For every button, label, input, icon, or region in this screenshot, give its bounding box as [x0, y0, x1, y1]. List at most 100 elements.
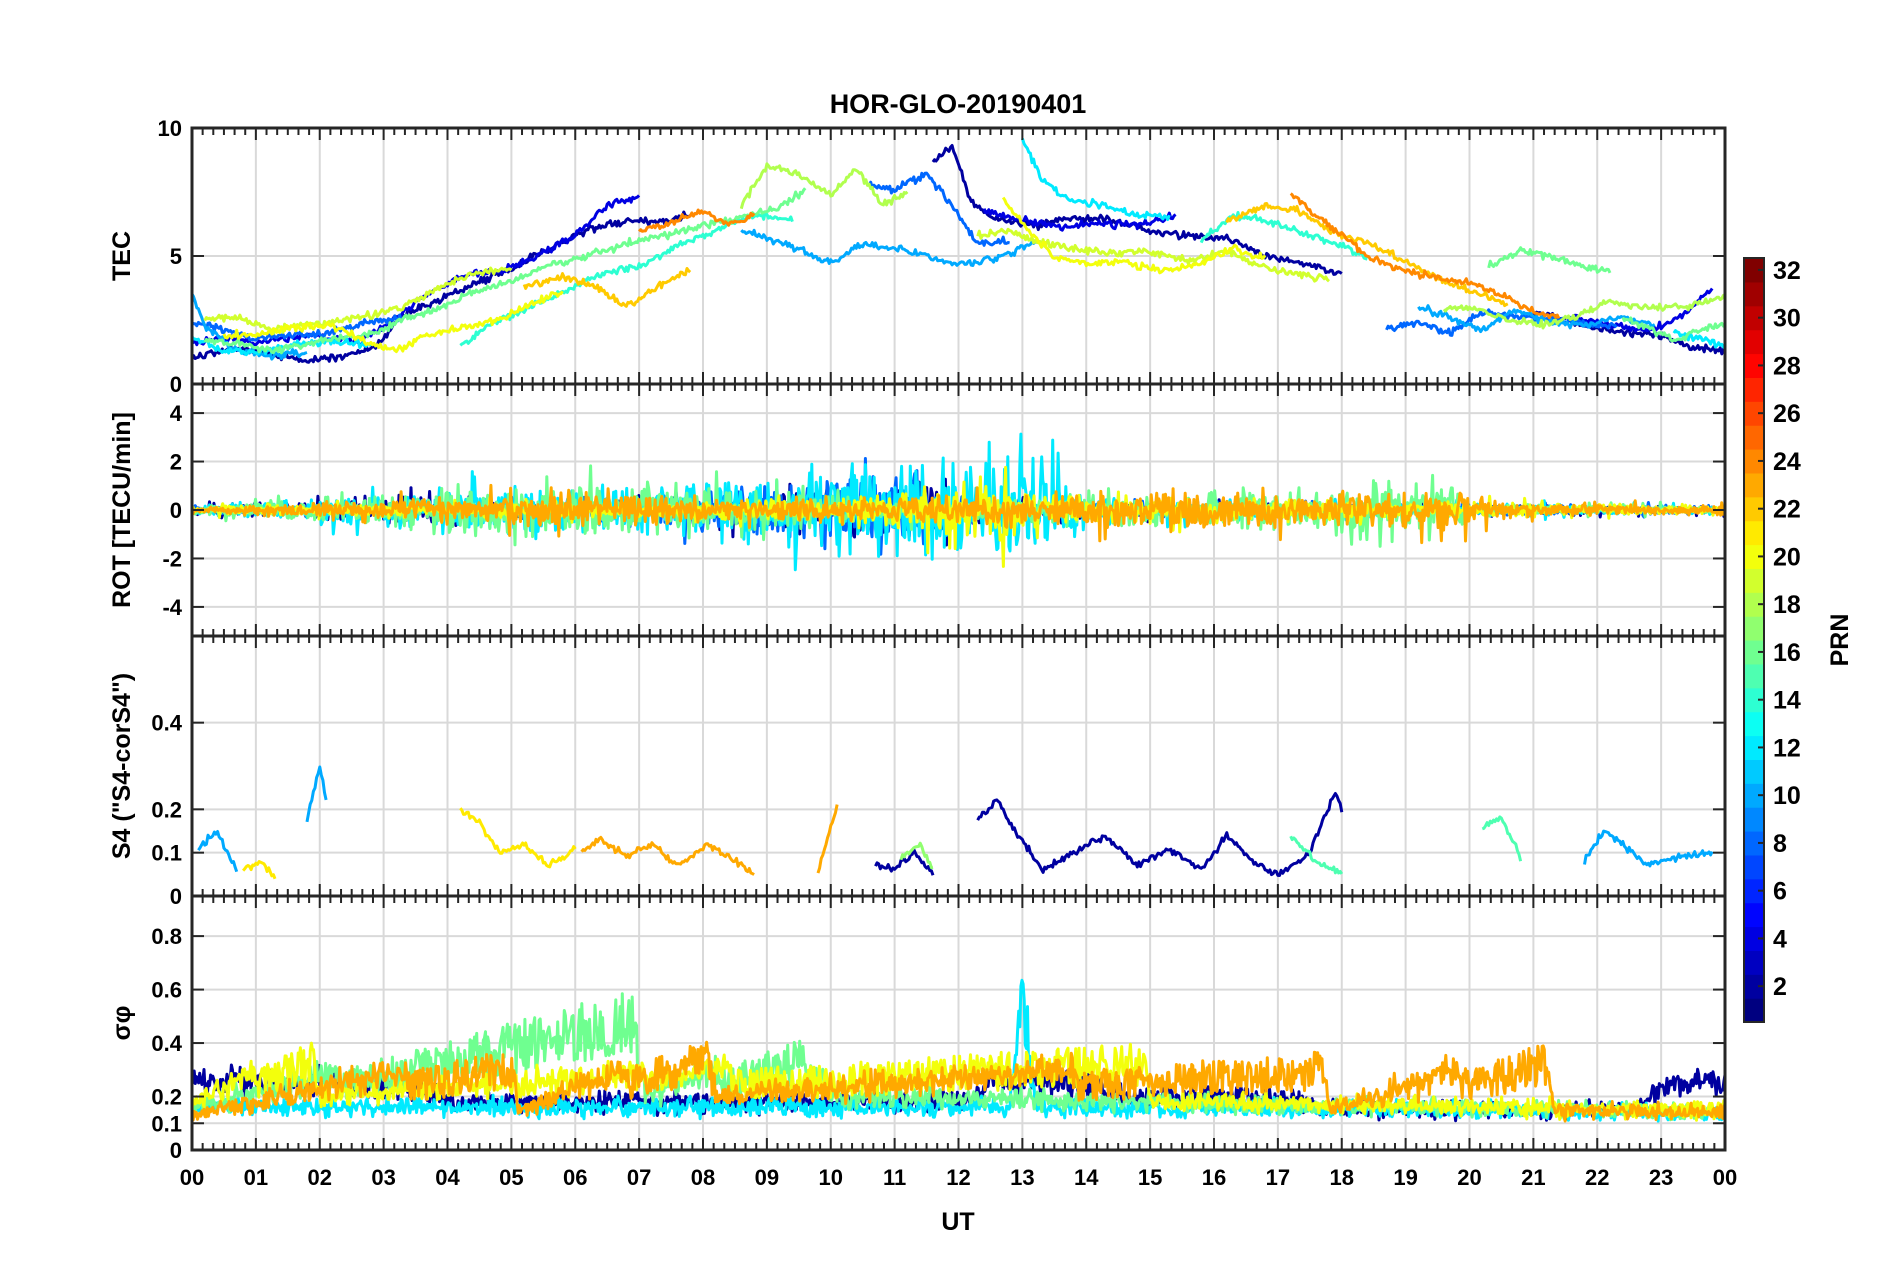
colorbar-cell: [1744, 520, 1764, 546]
y-tick-label: 0.4: [151, 711, 182, 736]
colorbar-tick-label: 30: [1773, 305, 1801, 333]
colorbar-cell: [1744, 568, 1764, 593]
colorbar-cell: [1744, 926, 1764, 951]
panel-s4: 0 0.1 0.2 0.4 S4 ("S4-corS4"): [108, 634, 1727, 909]
series-prn-23-sigma: [192, 1040, 1725, 1123]
x-tick-label: 10: [819, 1165, 843, 1190]
y-tick-label: 0.2: [151, 1085, 182, 1110]
grid-s4: [192, 636, 1725, 896]
colorbar-cell: [1744, 759, 1764, 784]
x-tick-label: 00: [1713, 1165, 1737, 1190]
colorbar-frame: [1743, 257, 1765, 1023]
colorbar-cell: [1744, 854, 1764, 880]
x-tick-label: 21: [1521, 1165, 1545, 1190]
colorbar-tick-label: 20: [1773, 543, 1801, 571]
colorbar-tick-label: 22: [1773, 496, 1801, 524]
series-prn-22-tec: [522, 267, 692, 308]
colorbar-tick-label: 12: [1773, 734, 1801, 762]
x-tick-label: 17: [1266, 1165, 1290, 1190]
x-tick-label: 03: [371, 1165, 395, 1190]
series-prn-8-tec: [192, 313, 404, 342]
colorbar-tick-label: 4: [1773, 925, 1787, 953]
series-prn-12-tec: [192, 335, 373, 357]
grid-tec: [192, 128, 1725, 384]
y-tick-label: 0.4: [151, 1031, 182, 1056]
series-prn-19-tec: [976, 227, 1330, 283]
series-group-tec: [192, 137, 1725, 364]
x-tick-labels: 00 01 02 03 04 05 06 07 08 09 10 11 12 13 14 15 16 17 18 19…: [180, 1165, 1737, 1190]
series-prn-22-tec: [1225, 202, 1509, 308]
y-tick-label: 0: [170, 498, 182, 523]
colorbar-cell: [1744, 902, 1764, 928]
colorbar-cell: [1744, 353, 1764, 378]
series-group-sigma: [192, 978, 1725, 1123]
colorbar-cell: [1744, 592, 1764, 617]
panel-tec: 0 5 10 TEC: [108, 116, 1727, 397]
y-axis-label-s4: S4 ("S4-corS4"): [108, 673, 136, 859]
y-tick-label: 5: [170, 244, 182, 269]
colorbar-tick-label: 24: [1773, 448, 1801, 476]
x-tick-label: 15: [1138, 1165, 1162, 1190]
colorbar-cell: [1744, 377, 1764, 402]
series-prn-10-s4: [305, 765, 328, 823]
series-prn-20-tec: [1001, 196, 1267, 275]
colorbar-cell: [1744, 878, 1764, 904]
y-axis-label-sigma: σφ: [108, 1006, 136, 1041]
y-tick-label: 10: [158, 116, 182, 141]
x-tick-label: 16: [1202, 1165, 1226, 1190]
series-group-rot: [192, 432, 1725, 572]
colorbar-cell: [1744, 950, 1764, 975]
x-tick-label: 04: [435, 1165, 460, 1190]
colorbar-cell: [1744, 663, 1764, 689]
colorbar-cell: [1744, 425, 1764, 450]
series-prn-8-tec: [867, 171, 1010, 247]
colorbar-tick-label: 16: [1773, 639, 1801, 667]
colorbar-label: PRN: [1826, 614, 1854, 667]
colorbar-cell: [1744, 616, 1764, 641]
colorbar-tick-label: 8: [1773, 830, 1787, 858]
colorbar-cell: [1744, 305, 1764, 331]
y-tick-label: 0.1: [151, 1111, 182, 1136]
x-tick-label: 00: [180, 1165, 204, 1190]
colorbar-tick-label: 6: [1773, 878, 1787, 906]
series-prn-21-s4: [242, 860, 277, 880]
x-tick-label: 13: [1010, 1165, 1034, 1190]
x-tick-label: 08: [691, 1165, 715, 1190]
series-prn-12-sigma: [192, 978, 1725, 1123]
colorbar-tick-label: 18: [1773, 591, 1801, 619]
y-tick-label: 4: [170, 401, 183, 426]
x-tick-label: 01: [244, 1165, 268, 1190]
y-tick-label: -2: [162, 546, 182, 571]
colorbar-cell: [1744, 998, 1764, 1023]
colorbar-cell: [1744, 496, 1764, 522]
series-prn-4-tec: [982, 208, 1177, 232]
colorbar-tick-label: 32: [1773, 257, 1801, 285]
x-tick-label: 23: [1649, 1165, 1673, 1190]
colorbar-tick-label: 28: [1773, 352, 1801, 380]
series-group-s4: [197, 765, 1714, 880]
y-tick-label: 2: [170, 450, 182, 475]
x-tick-label: 14: [1074, 1165, 1099, 1190]
colorbar-cell: [1744, 687, 1764, 713]
series-prn-15-s4: [1481, 815, 1523, 862]
series-prn-24-tec: [1289, 192, 1561, 320]
series-prn-17-s4: [899, 841, 934, 870]
chart-title: HOR-GLO-20190401: [830, 89, 1087, 119]
y-tick-label: 0: [170, 372, 182, 397]
colorbar-cell: [1744, 711, 1764, 737]
series-prn-21-s4: [459, 807, 577, 869]
x-axis-label: UT: [941, 1208, 974, 1236]
series-prn-10-tec: [740, 228, 1037, 267]
series-prn-12-tec: [1020, 137, 1171, 221]
series-prn-24-tec: [638, 208, 756, 233]
colorbar-cell: [1744, 640, 1764, 665]
y-axis-label-rot: ROT [TECU/min]: [108, 412, 136, 608]
series-prn-20-tec: [222, 290, 564, 354]
colorbar-cell: [1744, 329, 1764, 355]
x-tick-label: 22: [1585, 1165, 1609, 1190]
series-prn-2-s4: [976, 792, 1344, 877]
colorbar-cell: [1744, 401, 1764, 426]
colorbar-cell: [1744, 783, 1764, 808]
